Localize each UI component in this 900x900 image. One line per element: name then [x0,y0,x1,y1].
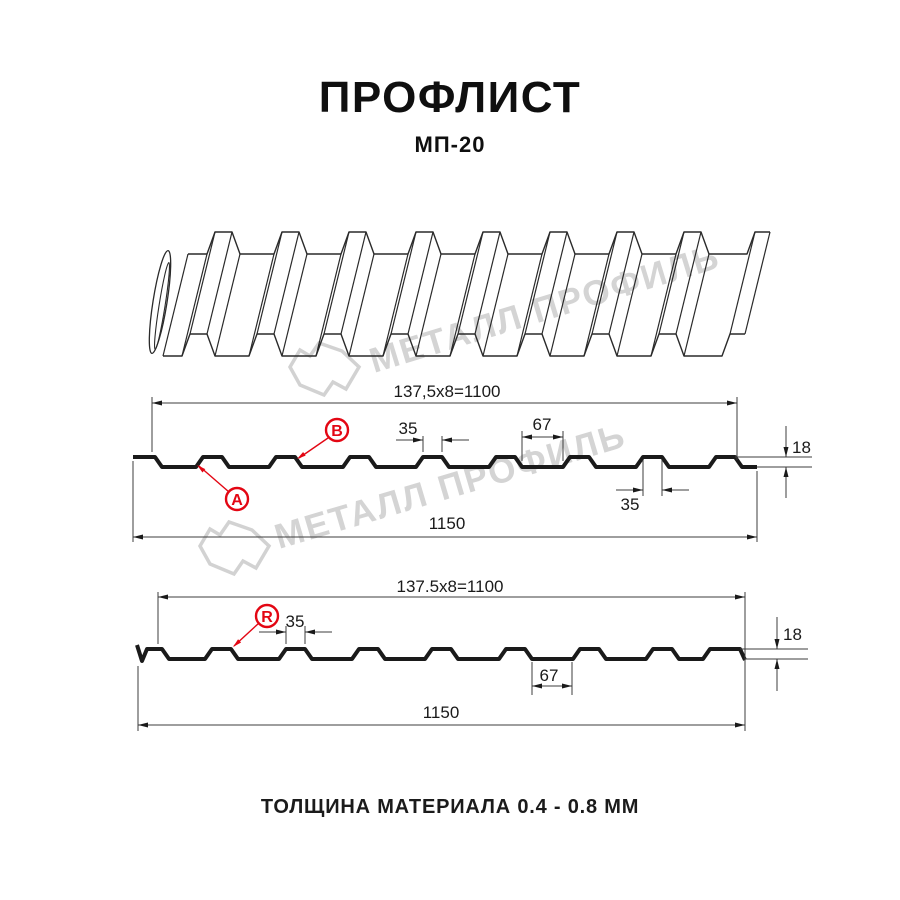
dimension-arrowhead [133,534,143,540]
dim-working-width: 137.5x8=1100 [397,577,504,596]
dimension-arrowhead [783,467,789,477]
rib-edge-line [390,231,417,335]
side-b-marker-letter: B [331,423,343,440]
dimension-arrowhead [774,659,780,669]
rib-edge-line [162,253,189,357]
rib-edge-line [650,253,677,357]
dimension-arrowhead [553,434,563,440]
rib-edge-line [457,231,484,335]
side-a-marker-circle [224,486,250,512]
side-r-leader-arrow [233,639,242,647]
watermark-brand-1: МЕТАЛЛ ПРОФИЛЬ [287,237,725,398]
cross-section-side-ab: 137,5x8=1100 1150 35 67 35 18 A B [132,382,812,542]
dimension-arrowhead [158,594,168,600]
rib-edge-line [675,231,702,335]
rib-edge-line [315,253,342,357]
rib-edge-line [729,231,756,335]
side-r-marker-letter: R [261,609,273,626]
side-b-leader-arrow [297,452,306,459]
dimension-arrowhead [305,629,315,635]
dimension-arrowhead [562,683,572,689]
rib-edge-line [382,253,409,357]
profile-outline [133,455,757,469]
side-a-leader-arrow [197,465,206,473]
dimension-arrowhead [442,437,452,443]
rib-edge-line [591,231,618,335]
rib-edge-line [206,231,233,335]
dimension-arrowhead [138,722,148,728]
dim-rib-top-width: 35 [399,419,418,438]
dim-total-width: 1150 [429,514,466,533]
side-b-marker-circle [324,417,350,443]
rib-edge-line [744,231,771,335]
dimension-arrowhead [276,629,286,635]
rib-edge-line [189,231,216,335]
rib-edge-line [608,231,635,335]
rib-edge-line [583,253,610,357]
dimension-arrowhead [783,447,789,457]
dim-profile-height: 18 [792,438,811,457]
dimension-arrowhead [735,594,745,600]
rib-edge-line [256,231,283,335]
side-a-marker-letter: A [231,492,243,509]
rolled-edge-curl [148,249,172,355]
rib-edge-line [449,253,476,357]
watermark-text: МЕТАЛЛ ПРОФИЛЬ [365,237,725,381]
material-thickness-note: ТОЛЩИНА МАТЕРИАЛА 0.4 - 0.8 ММ [260,796,640,818]
rib-edge-line [658,231,685,335]
rib-edge-line [214,253,241,357]
dim-total-width: 1150 [423,703,460,722]
rib-edge-line [181,253,208,357]
rib-edge-line [616,253,643,357]
watermark-text: МЕТАЛЛ ПРОФИЛЬ [270,416,630,557]
page-title: ПРОФЛИСТ [318,73,582,122]
dimension-arrowhead [633,487,643,493]
dimension-arrowhead [774,639,780,649]
dimension-arrowhead [662,487,672,493]
rib-edge-line [683,253,710,357]
dimension-arrowhead [532,683,542,689]
rib-edge-line [549,253,576,357]
dim-working-width: 137,5x8=1100 [394,382,501,401]
rolled-edge-curl-inner [153,261,171,351]
dim-valley-width: 67 [540,666,559,685]
dim-rib-top-width-lower: 35 [621,495,640,514]
dimension-arrowhead [735,722,745,728]
section-a-geometry [132,397,812,542]
rib-edge-line [281,253,308,357]
rib-edge-line [524,231,551,335]
rib-edge-line [415,253,442,357]
rib-edge-line [516,253,543,357]
dimension-arrowhead [413,437,423,443]
profile-outline [135,644,747,663]
title-block: ПРОФЛИСТ МП-20 [0,0,900,156]
dimension-arrowhead [727,400,737,406]
perspective-sheet-view [148,231,771,357]
rib-edge-line [273,231,300,335]
rib-edge-line [348,253,375,357]
dimension-arrowhead [152,400,162,406]
profile-model-subtitle: МП-20 [414,132,486,157]
dim-rib-top-width: 35 [286,612,305,631]
rib-edge-line [340,231,367,335]
cross-section-side-r: 137.5x8=1100 1150 35 67 18 R [135,577,808,731]
rib-edge-line [323,231,350,335]
rib-edge-line [482,253,509,357]
rib-edge-line [541,231,568,335]
side-r-marker-circle [254,603,280,629]
dimension-arrowhead [747,534,757,540]
metall-profil-logo-icon [197,519,272,577]
rib-edge-line [474,231,501,335]
dim-profile-height: 18 [783,625,802,644]
rib-edge-line [407,231,434,335]
section-r-geometry [135,592,808,731]
rib-edge-line [248,253,275,357]
metall-profil-logo-icon [287,340,362,398]
dimension-arrowhead [522,434,532,440]
dim-valley-width: 67 [533,415,552,434]
